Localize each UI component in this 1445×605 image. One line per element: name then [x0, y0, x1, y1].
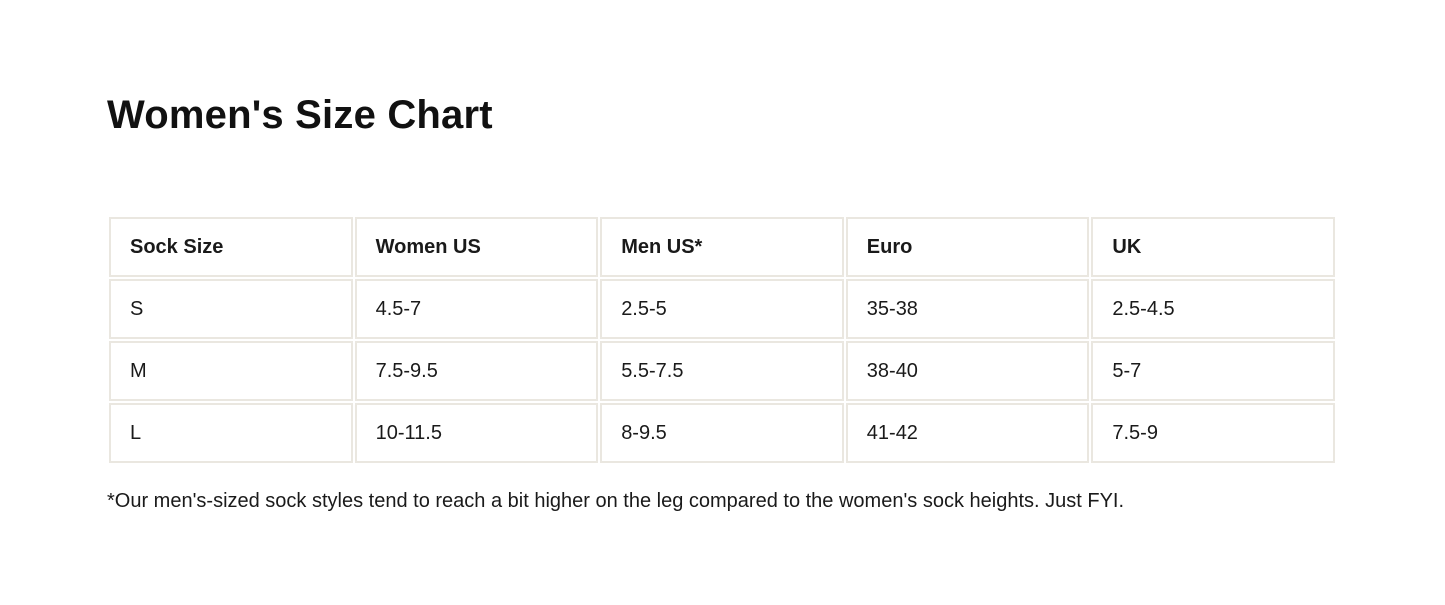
footnote: *Our men's-sized sock styles tend to rea…	[107, 490, 1125, 512]
cell-men-us: 8-9.5	[600, 403, 844, 463]
column-header-women-us: Women US	[354, 217, 599, 277]
column-header-sock-size: Sock Size	[109, 217, 353, 277]
cell-euro: 41-42	[845, 403, 1090, 463]
cell-size: M	[109, 341, 353, 401]
size-chart-page: Women's Size Chart Sock Size Women US Me…	[107, 93, 1337, 512]
cell-uk: 7.5-9	[1091, 403, 1335, 463]
table-row-size-s: S 4.5-7 2.5-5 35-38 2.5-4.5	[109, 279, 1335, 339]
table-body: S 4.5-7 2.5-5 35-38 2.5-4.5 M 7.5-9.5 5.…	[109, 279, 1335, 463]
column-header-men-us: Men US*	[600, 217, 844, 277]
cell-uk: 2.5-4.5	[1091, 279, 1335, 339]
page-title: Women's Size Chart	[107, 93, 493, 137]
cell-women-us: 10-11.5	[354, 403, 599, 463]
cell-women-us: 4.5-7	[354, 279, 599, 339]
header-row: Sock Size Women US Men US* Euro UK	[109, 217, 1335, 277]
cell-women-us: 7.5-9.5	[354, 341, 599, 401]
cell-size: L	[109, 403, 353, 463]
table-row-size-m: M 7.5-9.5 5.5-7.5 38-40 5-7	[109, 341, 1335, 401]
cell-euro: 38-40	[845, 341, 1090, 401]
cell-men-us: 2.5-5	[600, 279, 844, 339]
cell-men-us: 5.5-7.5	[600, 341, 844, 401]
column-header-uk: UK	[1091, 217, 1335, 277]
column-header-euro: Euro	[845, 217, 1090, 277]
cell-euro: 35-38	[845, 279, 1090, 339]
cell-uk: 5-7	[1091, 341, 1335, 401]
size-chart-table: Sock Size Women US Men US* Euro UK S 4.5…	[107, 215, 1337, 465]
table-head: Sock Size Women US Men US* Euro UK	[109, 217, 1335, 277]
cell-size: S	[109, 279, 353, 339]
table-row-size-l: L 10-11.5 8-9.5 41-42 7.5-9	[109, 403, 1335, 463]
